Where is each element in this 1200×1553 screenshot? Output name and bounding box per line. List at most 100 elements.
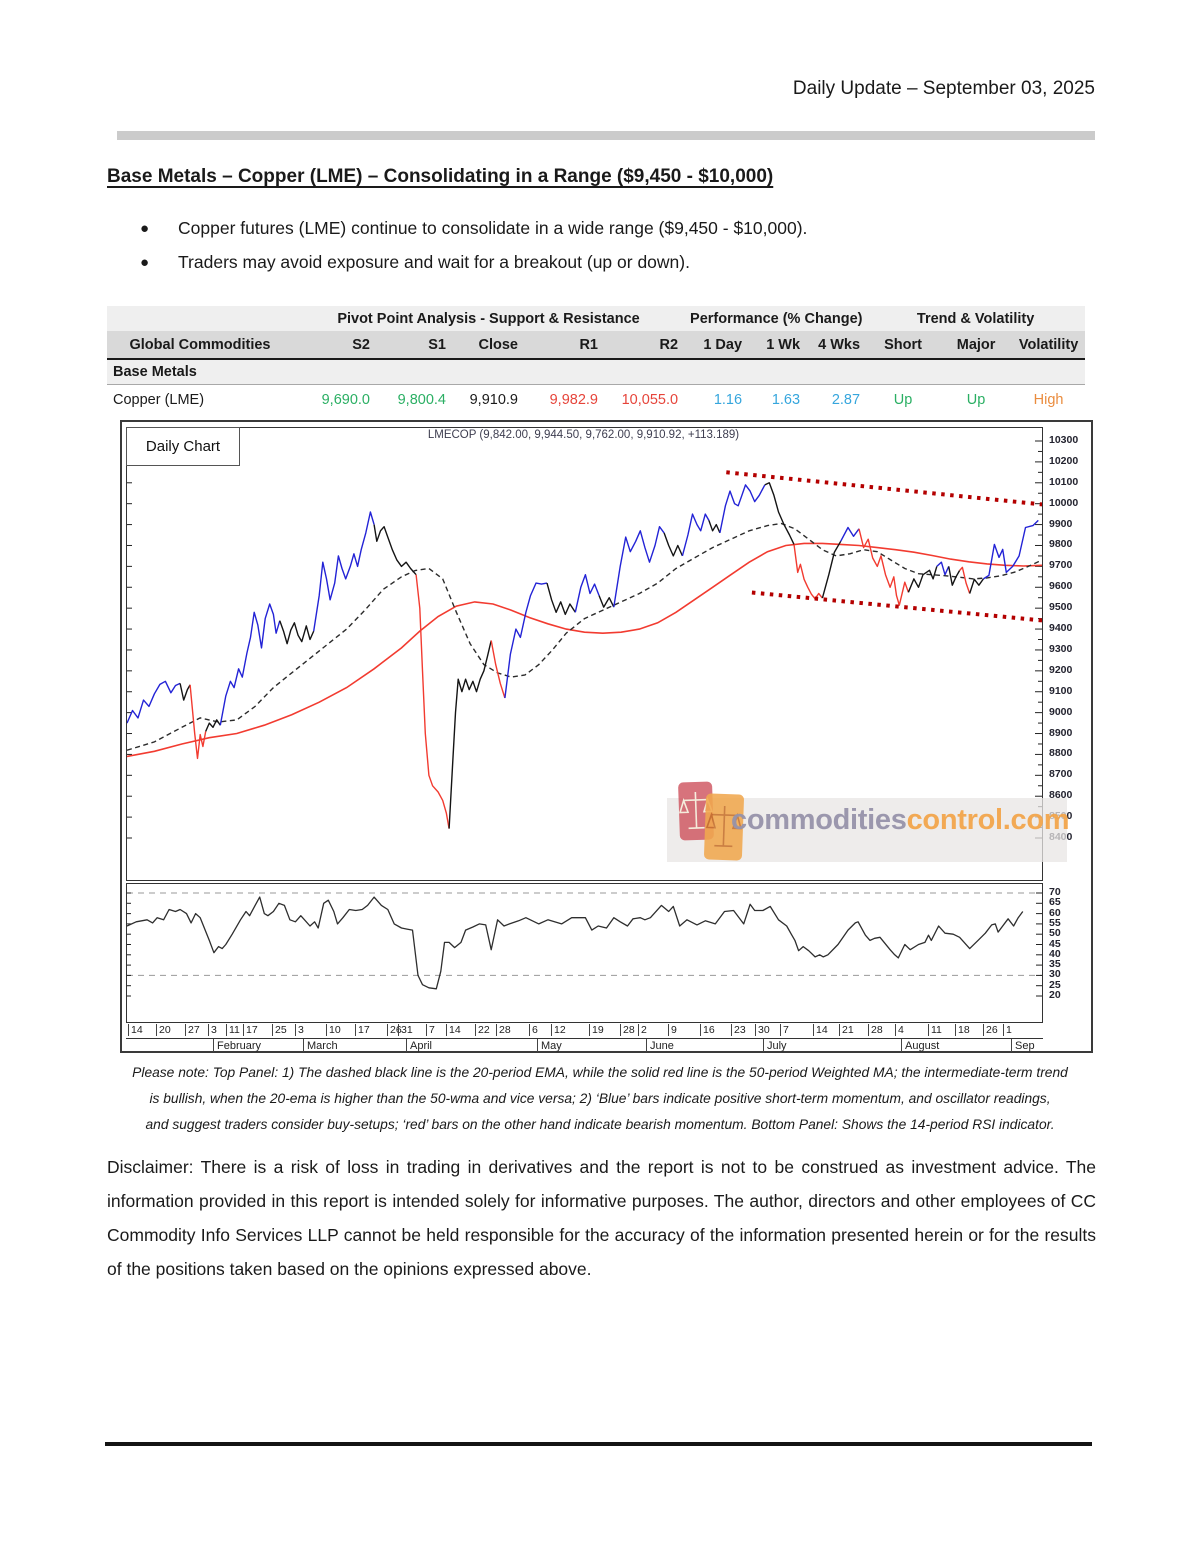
month-label: February (217, 1040, 262, 1052)
ema20-line (126, 522, 1043, 751)
watermark-text: commoditiescontrol.com (731, 804, 1070, 837)
day-tick (272, 1024, 273, 1036)
price-line-up (126, 680, 181, 724)
rsi-line (126, 896, 1024, 990)
daily-chart-label-box: Daily Chart (126, 427, 240, 466)
price-line-up (936, 561, 950, 576)
cell-commodity-name: Copper (LME) (113, 392, 205, 408)
price-line-down (415, 574, 450, 829)
price-line-up (681, 513, 710, 557)
cell-s1: 9,800.4 (397, 392, 446, 408)
day-label: 7 (429, 1024, 435, 1036)
rsi-axis-label: 25 (1049, 979, 1061, 991)
y-axis-label: 8900 (1049, 727, 1073, 739)
col-close: Close (452, 331, 524, 360)
trendline-dotted (726, 470, 1045, 507)
day-label: 14 (131, 1024, 143, 1036)
rsi-axis-label: 60 (1049, 907, 1061, 919)
price-line-neutral (279, 620, 315, 645)
price-line-down (793, 544, 823, 600)
day-tick (780, 1024, 781, 1036)
month-label: Sep (1015, 1040, 1035, 1052)
day-label: 23 (734, 1024, 746, 1036)
y-axis-label: 10300 (1049, 434, 1079, 446)
y-axis-label: 9400 (1049, 622, 1073, 634)
day-label: 10 (329, 1024, 341, 1036)
day-label: 17 (246, 1024, 258, 1036)
trendline-dotted (751, 590, 1045, 623)
price-line-neutral (907, 566, 938, 593)
rsi-axis-label: 65 (1049, 896, 1061, 908)
price-line-neutral (948, 566, 961, 586)
month-separator (1011, 1039, 1012, 1052)
day-label: 25 (275, 1024, 287, 1036)
day-tick (1003, 1024, 1004, 1036)
day-label: 14 (449, 1024, 461, 1036)
y-axis-label: 9000 (1049, 706, 1073, 718)
rsi-axis-label: 20 (1049, 989, 1061, 1001)
y-axis-label: 9700 (1049, 559, 1073, 571)
price-line-down (858, 528, 910, 606)
footnote-line: and suggest traders consider buy-setups;… (145, 1117, 1055, 1132)
daily-chart-label: Daily Chart (145, 438, 221, 455)
day-tick (589, 1024, 590, 1036)
y-axis-label: 10000 (1049, 497, 1079, 509)
day-label: 3 (298, 1024, 304, 1036)
price-line-up (719, 484, 766, 534)
footnote-line: is bullish, when the 20-ema is higher th… (149, 1091, 1051, 1106)
scales-icon (705, 805, 743, 848)
cell-1day: 1.16 (713, 392, 743, 408)
bullet-item: ● Copper futures (LME) continue to conso… (140, 218, 1040, 239)
day-label: 31 (401, 1024, 413, 1036)
day-tick (928, 1024, 929, 1036)
month-label: August (905, 1040, 940, 1052)
month-label: March (307, 1040, 338, 1052)
watermark-com: .com (1002, 804, 1070, 836)
day-label: 20 (159, 1024, 171, 1036)
bullet-text: Copper futures (LME) continue to consoli… (178, 218, 808, 238)
day-label: 26 (986, 1024, 998, 1036)
day-tick (868, 1024, 869, 1036)
month-separator (303, 1039, 304, 1052)
y-axis-label: 9100 (1049, 685, 1073, 697)
day-label: 28 (871, 1024, 883, 1036)
month-separator (646, 1039, 647, 1052)
watermark: commoditiescontrol.com (667, 780, 1077, 872)
rsi-panel (126, 883, 1043, 1023)
price-line-up (840, 526, 860, 542)
watermark-logo-orange (703, 793, 745, 861)
price-plot (126, 440, 1045, 839)
month-separator (213, 1039, 214, 1052)
footnote-line: Please note: Top Panel: 1) The dashed bl… (132, 1065, 1068, 1080)
day-tick (755, 1024, 756, 1036)
cell-major-trend: Up (966, 392, 986, 408)
day-label: 28 (499, 1024, 511, 1036)
table-group-header-row: Pivot Point Analysis - Support & Resista… (107, 306, 1086, 331)
y-axis-label: 9300 (1049, 643, 1073, 655)
day-tick (295, 1024, 296, 1036)
header-divider-bar (117, 131, 1095, 140)
month-separator (901, 1039, 902, 1052)
chart-title: LMECOP (9,842.00, 9,944.50, 9,762.00, 9,… (427, 429, 740, 441)
price-line-down (189, 684, 207, 760)
price-line-neutral (373, 524, 417, 576)
day-tick (208, 1024, 209, 1036)
price-line-up (983, 519, 1039, 580)
col-r1: R1 (524, 331, 604, 360)
cell-volatility: High (1033, 392, 1064, 408)
day-label: 30 (758, 1024, 770, 1036)
section-title: Base Metals – Copper (LME) – Consolidati… (107, 166, 774, 187)
bullet-text: Traders may avoid exposure and wait for … (178, 252, 690, 272)
y-axis-label: 9800 (1049, 538, 1073, 550)
table-column-header-row: Global Commodities S2 S1 Close R1 R2 1 D… (107, 331, 1086, 360)
day-tick (387, 1024, 388, 1036)
month-separator (406, 1039, 407, 1052)
day-label: 21 (842, 1024, 854, 1036)
day-tick (955, 1024, 956, 1036)
table-row: Copper (LME) 9,690.0 9,800.4 9,910.9 9,9… (107, 385, 1085, 416)
month-label: June (650, 1040, 674, 1052)
day-label: 16 (703, 1024, 715, 1036)
footer-rule (105, 1442, 1092, 1446)
day-label: 11 (229, 1024, 240, 1036)
